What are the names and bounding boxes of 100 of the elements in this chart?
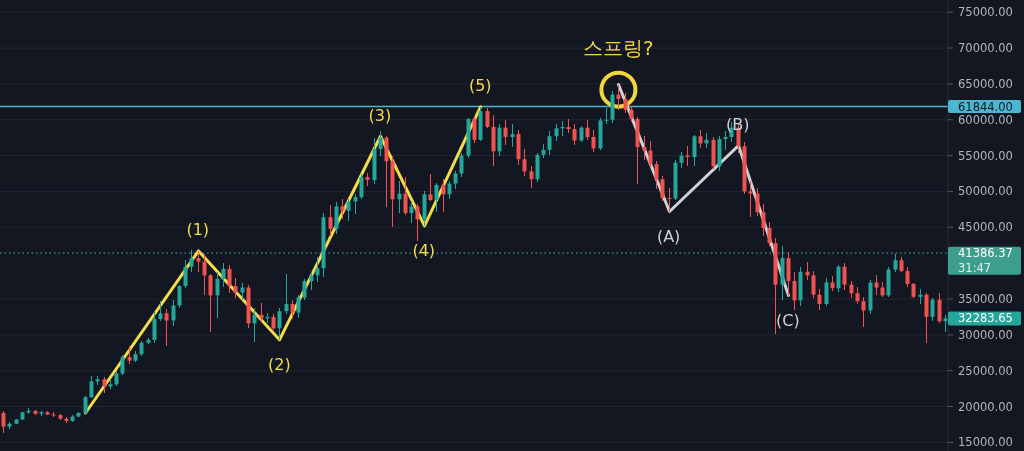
- candlestick: [1, 410, 6, 434]
- candlestick: [824, 277, 829, 307]
- ref-line-label: 61844.00: [958, 99, 1013, 114]
- annotation: (2): [268, 355, 291, 375]
- candlestick: [459, 152, 464, 178]
- candlestick: [817, 288, 822, 311]
- candlestick: [415, 202, 420, 242]
- candlestick: [215, 271, 220, 320]
- candlestick: [642, 134, 647, 161]
- candlestick: [227, 263, 232, 294]
- candlestick: [648, 139, 653, 169]
- annotation: (4): [412, 241, 436, 261]
- y-tick-label: 55000.00: [958, 148, 1013, 163]
- candlestick: [171, 299, 176, 327]
- candlestick: [654, 159, 659, 190]
- candlestick: [233, 277, 238, 299]
- candlestick: [874, 274, 879, 296]
- candlestick: [177, 283, 182, 309]
- text: 32283.65: [958, 311, 1013, 326]
- candlestick: [616, 83, 621, 112]
- y-tick-label: 35000.00: [958, 291, 1013, 306]
- y-tick-label: 45000.00: [958, 220, 1013, 235]
- candlestick: [572, 123, 577, 146]
- candlestick: [89, 375, 94, 399]
- candlestick: [290, 299, 295, 320]
- candlestick: [585, 119, 590, 141]
- candlestick: [623, 92, 628, 114]
- candlestick: [905, 266, 910, 288]
- candlestick: [164, 308, 169, 348]
- candlestick: [189, 248, 194, 273]
- candlestick: [434, 182, 439, 213]
- candlestick: [667, 187, 672, 213]
- candlestick: [158, 300, 163, 322]
- candlestick: [503, 119, 508, 146]
- candlestick: [378, 130, 383, 157]
- candlestick: [497, 123, 502, 158]
- candlestick: [428, 173, 433, 203]
- candlestick: [660, 175, 665, 202]
- candlestick: [359, 172, 364, 201]
- annotation: (5): [468, 76, 492, 96]
- candlestick: [792, 271, 797, 311]
- candlestick: [591, 129, 596, 153]
- text: 31:47: [958, 261, 992, 276]
- candlestick: [221, 262, 226, 288]
- candlestick: [529, 165, 534, 189]
- candlestick: [924, 291, 929, 345]
- candlestick: [340, 198, 345, 220]
- y-tick-label: 50000.00: [958, 184, 1013, 199]
- annotation: (1): [186, 220, 210, 240]
- candlestick: [277, 306, 282, 341]
- annotation: 스프링?: [583, 35, 654, 60]
- candlestick: [510, 123, 515, 148]
- candlestick: [761, 203, 766, 237]
- y-tick-label: 75000.00: [958, 5, 1013, 20]
- candlestick: [183, 258, 188, 289]
- annotation: (A): [656, 227, 681, 247]
- candlestick: [930, 296, 935, 322]
- candlestick: [767, 220, 772, 247]
- annotation: (C): [776, 310, 800, 330]
- candlestick: [334, 201, 339, 235]
- y-tick-label: 30000.00: [958, 327, 1013, 342]
- candlestick: [937, 291, 942, 324]
- candlestick: [748, 179, 753, 218]
- y-tick-label: 65000.00: [958, 76, 1013, 91]
- candlestick: [152, 311, 157, 345]
- candlestick: [403, 176, 408, 216]
- ref-line-label: 41386.37: [958, 246, 1013, 261]
- candlestick: [328, 204, 333, 237]
- y-tick-label: 70000.00: [958, 41, 1013, 56]
- candlestick: [296, 293, 301, 320]
- candlestick: [522, 148, 527, 177]
- y-tick-label: 25000.00: [958, 363, 1013, 378]
- candlestick: [315, 255, 320, 283]
- y-tick-label: 20000.00: [958, 399, 1013, 414]
- candlestick: [346, 197, 351, 222]
- candlestick: [120, 354, 125, 376]
- candlestick: [547, 130, 552, 156]
- candlestick: [836, 263, 841, 293]
- candlestick: [353, 192, 358, 216]
- candlestick: [811, 270, 816, 299]
- candlestick: [786, 251, 791, 297]
- candlestick: [485, 106, 490, 130]
- y-tick-label: 15000.00: [958, 435, 1013, 450]
- candlestick: [284, 273, 289, 315]
- candlestick: [196, 250, 201, 274]
- candlestick: [842, 262, 847, 291]
- candlestick: [755, 187, 760, 217]
- candlestick: [202, 253, 207, 296]
- candlestick: [861, 296, 866, 328]
- candlestick: [384, 135, 389, 208]
- candlestick: [208, 273, 213, 333]
- candlestick: [441, 178, 446, 213]
- candlestick: [252, 306, 257, 343]
- candlestick: [472, 115, 477, 144]
- candlestick: [302, 278, 307, 302]
- annotation: (B): [725, 115, 750, 135]
- y-tick-label: 60000.00: [958, 112, 1013, 127]
- annotation: (3): [368, 105, 392, 125]
- candlestick: [692, 134, 697, 167]
- candlestick: [409, 200, 414, 224]
